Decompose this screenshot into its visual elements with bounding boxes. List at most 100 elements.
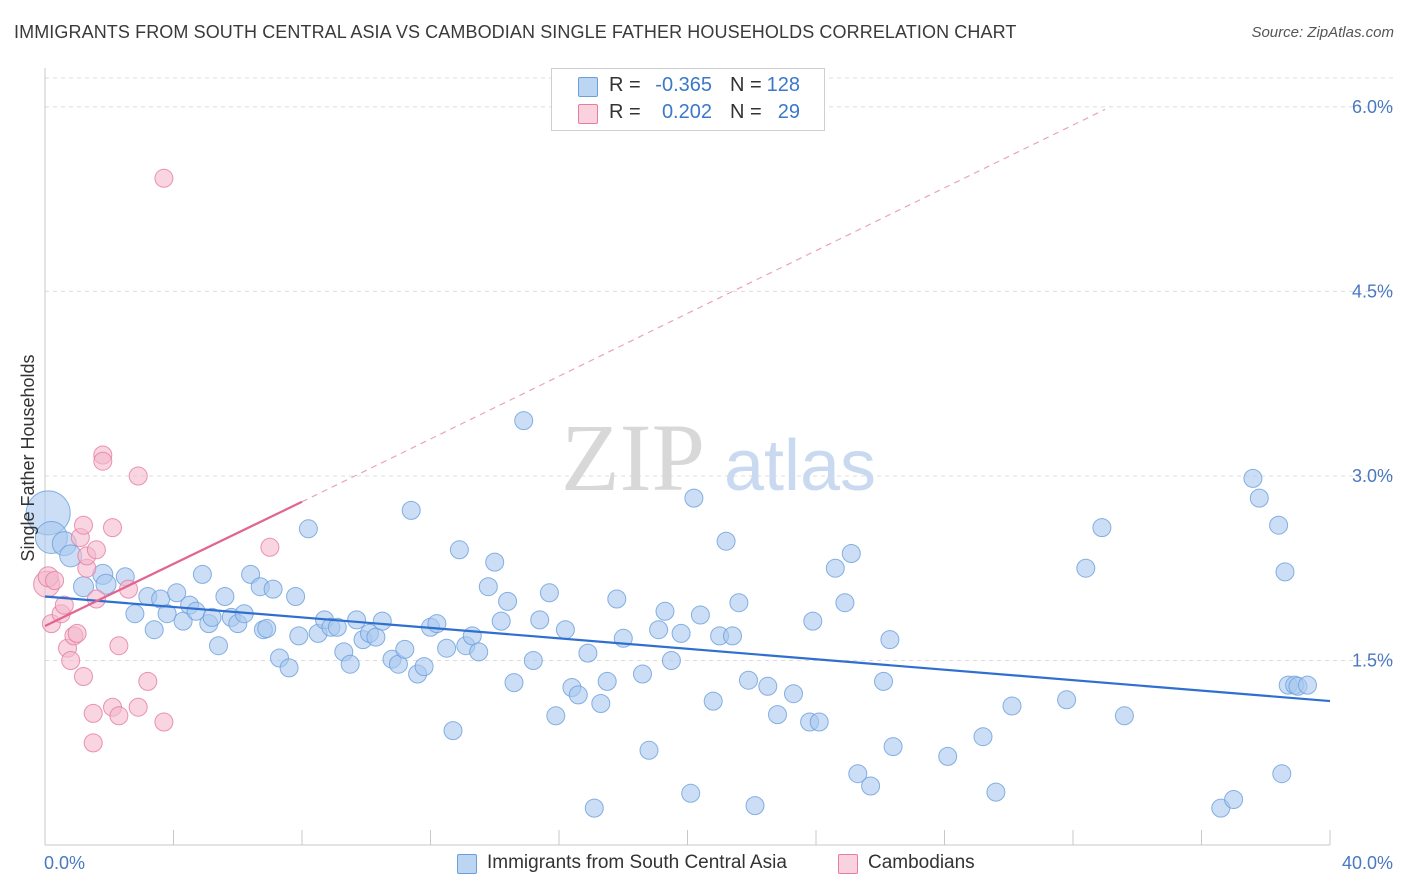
immigrants-point — [530, 610, 550, 630]
immigrants-point — [825, 558, 845, 578]
legend-swatch-immigrants — [578, 77, 598, 97]
cambodians-point — [74, 515, 93, 535]
immigrants-point — [973, 727, 993, 747]
immigrants-point — [584, 798, 604, 818]
immigrants-point — [597, 671, 617, 691]
immigrants-point — [986, 782, 1006, 802]
immigrants-point — [784, 684, 803, 704]
immigrants-point — [639, 740, 659, 760]
immigrants-point — [1249, 488, 1269, 508]
immigrants-point — [591, 694, 611, 713]
immigrants-point — [1272, 764, 1292, 784]
immigrants-point — [257, 619, 277, 638]
series-immigrants-points — [25, 411, 1317, 818]
immigrants-point — [655, 601, 675, 621]
immigrants-point — [485, 552, 505, 572]
immigrants-point — [469, 642, 489, 662]
immigrants-point — [95, 573, 117, 595]
source-credit: Source: ZipAtlas.com — [1251, 24, 1394, 41]
cambodians-point — [260, 537, 280, 557]
immigrants-point — [874, 671, 893, 691]
chart-title: IMMIGRANTS FROM SOUTH CENTRAL ASIA VS CA… — [14, 22, 1017, 42]
immigrants-point — [880, 630, 900, 650]
cambodians-point — [109, 636, 129, 656]
immigrants-point — [739, 670, 758, 690]
watermark-atlas: atlas — [724, 426, 876, 506]
legend-r-label: R = — [609, 74, 641, 96]
cambodians-point — [74, 667, 93, 686]
immigrants-point — [568, 685, 588, 705]
trend-line-cambodians-extrapolated — [301, 108, 1106, 503]
cambodians-point — [61, 651, 81, 670]
immigrants-point — [443, 721, 463, 741]
immigrants-point — [1057, 690, 1077, 710]
immigrants-point — [607, 589, 627, 609]
immigrants-point — [703, 691, 723, 711]
legend-swatch-cambodians — [838, 854, 858, 874]
immigrants-point — [491, 611, 511, 631]
immigrants-point — [263, 579, 283, 599]
immigrants-point — [555, 620, 575, 640]
immigrants-point — [809, 712, 829, 732]
immigrants-point — [209, 636, 228, 656]
legend-r-label: R = — [609, 101, 641, 123]
immigrants-point — [340, 654, 360, 674]
immigrants-point — [758, 676, 778, 696]
immigrants-point — [202, 607, 222, 627]
immigrants-point — [327, 617, 347, 637]
series-legend: Immigrants from South Central Asia Cambo… — [0, 852, 1406, 878]
immigrants-point — [661, 651, 681, 670]
immigrants-point — [539, 583, 559, 603]
cambodians-point — [54, 595, 74, 615]
immigrants-point — [366, 627, 386, 647]
immigrants-point — [729, 593, 749, 613]
cambodians-point — [138, 671, 158, 691]
y-tick-label: 4.5% — [1352, 281, 1393, 301]
immigrants-point — [1092, 518, 1112, 538]
immigrants-point — [1114, 706, 1134, 726]
legend-r-value: -0.365 — [655, 74, 712, 96]
legend-n-label: N = — [730, 101, 762, 123]
y-tick-label: 6.0% — [1352, 97, 1393, 117]
tick-labels: 1.5% 3.0% 4.5% 6.0% 0.0% 40.0% — [44, 97, 1393, 873]
cambodians-point — [128, 466, 148, 486]
immigrants-point — [498, 591, 518, 611]
immigrants-point — [414, 657, 434, 677]
immigrants-point — [286, 587, 306, 606]
cambodians-point — [154, 168, 174, 188]
immigrants-point — [372, 611, 392, 631]
trend-lines — [44, 108, 1331, 703]
immigrants-point — [1269, 515, 1289, 535]
legend-n-value: 128 — [766, 74, 800, 96]
stats-legend: R = -0.365 N = 128 R = 0.202 N = 29 — [551, 68, 825, 131]
cambodians-point — [83, 733, 103, 753]
immigrants-point — [745, 796, 765, 816]
cambodians-point — [103, 518, 122, 538]
immigrants-point — [215, 587, 235, 606]
immigrants-point — [671, 623, 691, 643]
immigrants-point — [347, 610, 367, 630]
immigrants-point — [395, 639, 415, 659]
immigrants-point — [848, 764, 868, 784]
immigrants-point — [449, 540, 469, 560]
immigrants-point — [1076, 558, 1096, 578]
legend-n-label: N = — [730, 74, 762, 96]
cambodians-point — [67, 623, 87, 643]
immigrants-point — [768, 705, 787, 725]
immigrants-point — [144, 620, 164, 640]
cambodians-point — [83, 703, 103, 723]
immigrants-point — [723, 626, 742, 646]
immigrants-point — [546, 706, 566, 726]
immigrants-point — [462, 626, 482, 646]
immigrants-point — [938, 746, 958, 766]
immigrants-point — [514, 411, 534, 431]
immigrants-point — [883, 737, 903, 757]
cambodians-point — [45, 571, 65, 590]
x-tick-label-min: 0.0% — [44, 853, 85, 873]
legend-r-value: 0.202 — [661, 101, 712, 123]
immigrants-point — [523, 651, 543, 670]
watermark: ZIP atlas — [561, 404, 876, 511]
trend-line-immigrants — [44, 595, 1331, 703]
immigrants-point — [289, 626, 309, 646]
cambodians-point — [86, 540, 106, 560]
